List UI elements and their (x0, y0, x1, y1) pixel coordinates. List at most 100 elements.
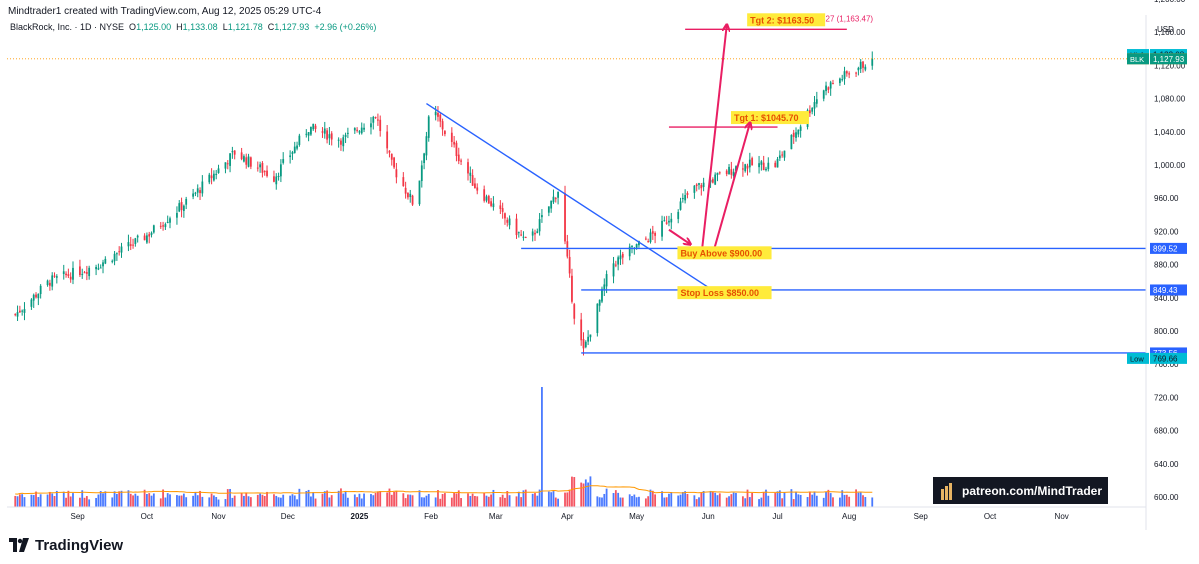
volume-bar (37, 497, 40, 507)
volume-bar (571, 476, 573, 507)
volume-bar (95, 497, 97, 507)
candle-body (681, 197, 684, 200)
volume-bar (14, 495, 17, 507)
volume-bar (293, 495, 296, 507)
volume-bar (638, 496, 640, 507)
patreon-bars-icon (941, 483, 952, 500)
volume-bar (476, 496, 479, 507)
candle-body (99, 267, 102, 269)
volume-bar (741, 496, 744, 507)
currency-label: USD (1157, 25, 1174, 34)
candle-body (460, 160, 462, 162)
candle-body (231, 151, 234, 153)
close-label: C (267, 22, 275, 32)
volume-bar (568, 489, 571, 507)
volume-bar (314, 498, 317, 507)
volume-bar (298, 488, 301, 507)
candle-body (245, 157, 248, 165)
candle-body (344, 134, 347, 137)
volume-bar (194, 492, 197, 507)
candle-body (654, 232, 657, 236)
volume-bar (617, 492, 620, 507)
volume-bar (855, 489, 857, 507)
volume-bar (229, 488, 231, 507)
volume-bar (822, 497, 825, 507)
volume-bar (564, 492, 566, 507)
x-tick-label: Nov (211, 512, 225, 521)
volume-bar (677, 495, 680, 507)
volume-bar (552, 491, 555, 507)
volume-bar (839, 497, 841, 507)
candle-body (83, 272, 86, 274)
volume-bar (845, 494, 848, 507)
price-chart[interactable]: 1.27 (1,163.47)Tgt 2: $1163.500.886 (1,0… (0, 0, 1199, 530)
volume-bar (148, 493, 151, 507)
volume-bar (531, 493, 534, 507)
volume-bar (460, 498, 462, 507)
candle-body (95, 266, 97, 270)
volume-bar (517, 491, 520, 507)
candle-body (631, 246, 633, 248)
candle-body (628, 246, 631, 257)
volume-bar (88, 499, 91, 507)
candle-body (118, 251, 121, 253)
candle-body (621, 253, 624, 258)
candle-body (855, 72, 857, 74)
volume-bar (113, 491, 116, 507)
candle-body (277, 175, 280, 177)
candle-body (356, 129, 359, 131)
volume-bar (23, 497, 26, 507)
candle-body (150, 232, 153, 235)
volume-bar (208, 497, 211, 507)
candle-body (557, 191, 559, 198)
volume-bar (18, 494, 21, 507)
candle-body (427, 116, 430, 138)
x-tick-label: Jun (702, 512, 715, 521)
volume-bar (115, 493, 118, 507)
candle-body (638, 240, 640, 246)
volume-bar (843, 494, 846, 507)
volume-bar (534, 493, 536, 507)
candle-body (62, 271, 65, 275)
volume-bar (582, 483, 585, 507)
candle-body (483, 189, 486, 201)
volume-bar (85, 496, 88, 507)
volume-bar (799, 494, 802, 507)
y-tick-label: 760.00 (1154, 360, 1179, 369)
candle-body (263, 171, 266, 173)
volume-bar (39, 494, 42, 507)
volume-bar (143, 489, 146, 507)
candle-body (822, 90, 825, 99)
volume-bar (444, 493, 446, 507)
candle-body (420, 165, 423, 182)
candle-body (81, 273, 84, 275)
candle-body (409, 193, 412, 198)
candle-body (843, 71, 846, 80)
volume-bar (388, 488, 391, 507)
volume-bar (418, 490, 421, 507)
volume-bar (32, 495, 35, 507)
candle-body (176, 212, 178, 218)
volume-bar (450, 497, 453, 507)
candle-body (711, 179, 714, 183)
candle-body (735, 166, 737, 171)
candle-body (439, 114, 442, 122)
volume-bar (263, 496, 266, 507)
candle-body (531, 231, 534, 236)
candle-body (732, 171, 735, 177)
candle-body (363, 127, 365, 130)
volume-bar (136, 495, 139, 507)
volume-bar (538, 489, 541, 507)
candle-body (614, 264, 617, 266)
candle-body (178, 203, 181, 212)
x-tick-label: May (629, 512, 644, 521)
candle-body (402, 177, 405, 187)
candle-body (152, 225, 155, 233)
candle-body (649, 232, 652, 243)
volume-bar (730, 494, 733, 507)
candle-body (663, 220, 666, 222)
fib-label: 1.27 (1,163.47) (819, 14, 874, 23)
candle-body (450, 132, 453, 142)
volume-bar (485, 495, 488, 507)
volume-bar (425, 495, 428, 507)
